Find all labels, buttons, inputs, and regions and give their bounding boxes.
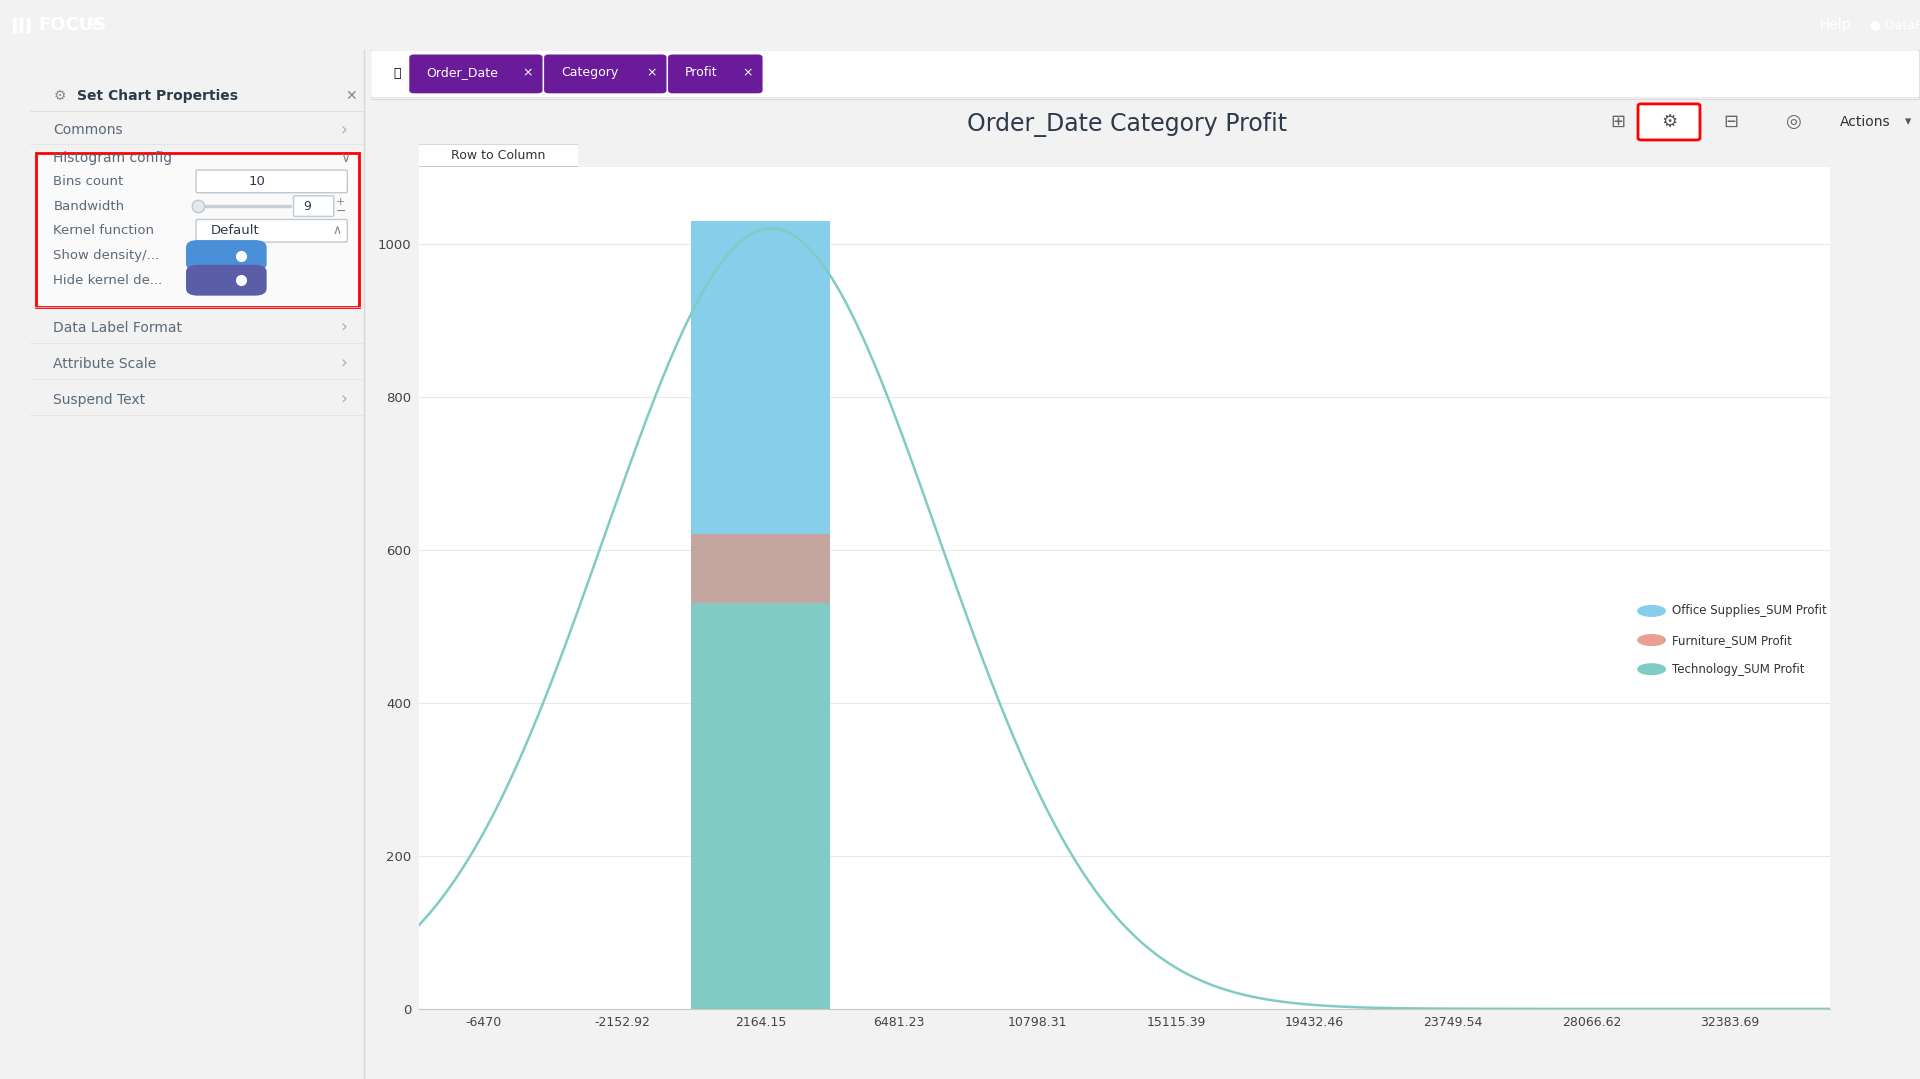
FancyBboxPatch shape [36, 152, 359, 306]
FancyBboxPatch shape [415, 144, 582, 167]
Text: Category: Category [561, 67, 618, 80]
Text: Office Supplies_SUM Profit: Office Supplies_SUM Profit [1672, 604, 1826, 617]
Text: ⚙: ⚙ [54, 88, 65, 103]
Text: Kernel function: Kernel function [54, 224, 154, 237]
Text: FOCUS: FOCUS [38, 16, 106, 33]
Text: Bandwidth: Bandwidth [54, 200, 125, 213]
Text: Suspend Text: Suspend Text [54, 393, 146, 407]
Text: Order_Date Category Profit: Order_Date Category Profit [968, 111, 1286, 137]
Text: Bins count: Bins count [54, 175, 123, 188]
Text: ×: × [743, 67, 753, 80]
Text: ∧: ∧ [332, 224, 342, 237]
Text: ⊟: ⊟ [1724, 113, 1738, 131]
Text: ⊞: ⊞ [88, 17, 100, 32]
Text: Order_Date: Order_Date [426, 67, 497, 80]
FancyBboxPatch shape [668, 54, 762, 93]
Text: Technology_SUM Profit: Technology_SUM Profit [1672, 663, 1805, 675]
Text: ×: × [522, 67, 534, 80]
FancyBboxPatch shape [196, 170, 348, 193]
FancyBboxPatch shape [186, 264, 267, 296]
Text: Set Chart Properties: Set Chart Properties [77, 88, 238, 103]
Text: ✕: ✕ [346, 88, 357, 103]
Text: ×: × [647, 67, 657, 80]
Text: ⊞: ⊞ [1611, 113, 1626, 131]
Bar [691, 221, 829, 534]
Text: Actions: Actions [1839, 115, 1889, 128]
Text: ›: › [340, 318, 348, 337]
Text: Furniture_SUM Profit: Furniture_SUM Profit [1672, 633, 1791, 646]
FancyBboxPatch shape [196, 219, 348, 242]
Text: 10: 10 [248, 175, 265, 188]
Bar [691, 534, 829, 603]
Text: Hide kernel de...: Hide kernel de... [54, 274, 163, 287]
Bar [691, 603, 829, 1009]
Circle shape [1638, 634, 1665, 645]
Text: 🔍: 🔍 [394, 67, 401, 81]
Text: ▾: ▾ [1905, 115, 1910, 128]
Text: Histogram config: Histogram config [54, 151, 173, 165]
Text: Row to Column: Row to Column [451, 149, 545, 162]
Text: ›: › [340, 121, 348, 139]
Text: Data Label Format: Data Label Format [54, 320, 182, 334]
Text: ▌▌▌: ▌▌▌ [12, 17, 35, 32]
Text: −: − [336, 205, 346, 218]
Text: +: + [336, 197, 346, 207]
Text: ∨: ∨ [340, 151, 351, 165]
Text: ⚙: ⚙ [1661, 113, 1676, 131]
Text: 9: 9 [303, 200, 311, 213]
Text: Default: Default [211, 224, 259, 237]
FancyBboxPatch shape [186, 240, 267, 271]
Text: Commons: Commons [54, 123, 123, 137]
Text: ● DataFocus  ▾: ● DataFocus ▾ [1870, 18, 1920, 31]
Text: Attribute Scale: Attribute Scale [54, 356, 157, 370]
Circle shape [1638, 605, 1665, 616]
FancyBboxPatch shape [371, 50, 1920, 98]
FancyBboxPatch shape [409, 54, 543, 93]
Text: Help: Help [1820, 18, 1851, 31]
FancyBboxPatch shape [543, 54, 666, 93]
FancyBboxPatch shape [1638, 104, 1699, 140]
Text: Profit: Profit [685, 67, 718, 80]
FancyBboxPatch shape [294, 195, 334, 217]
Text: ◎: ◎ [1786, 113, 1801, 131]
Text: Show density/...: Show density/... [54, 249, 159, 262]
Text: ›: › [340, 391, 348, 409]
Circle shape [1638, 664, 1665, 674]
Text: ›: › [340, 355, 348, 372]
